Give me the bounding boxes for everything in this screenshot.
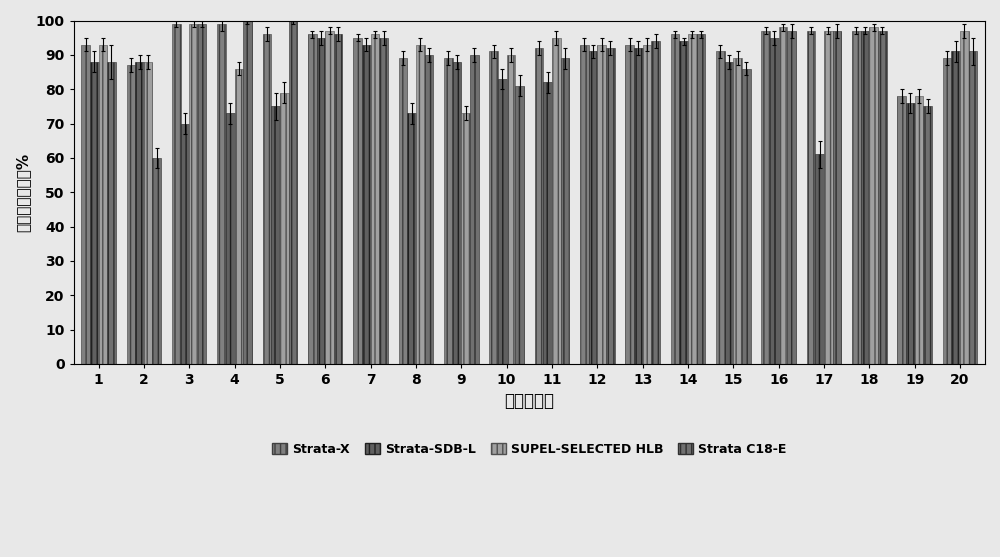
Bar (416, 45, 425, 364)
Bar (144, 62, 152, 364)
Bar (807, 31, 815, 364)
Bar (243, 21, 252, 364)
X-axis label: 酚性化合物: 酚性化合物 (504, 393, 554, 411)
Bar (308, 34, 317, 364)
Bar (362, 45, 371, 364)
Bar (399, 58, 407, 364)
Bar (679, 41, 688, 364)
Bar (878, 31, 887, 364)
Legend: Strata-X, Strata-SDB-L, SUPEL-SELECTED HLB, Strata C18-E: Strata-X, Strata-SDB-L, SUPEL-SELECTED H… (267, 438, 791, 461)
Bar (325, 31, 334, 364)
Bar (81, 45, 90, 364)
Bar (334, 34, 342, 364)
Bar (189, 24, 198, 364)
Bar (589, 51, 597, 364)
Bar (317, 38, 325, 364)
Bar (135, 62, 144, 364)
Bar (280, 92, 289, 364)
Bar (461, 113, 470, 364)
Bar (923, 106, 932, 364)
Bar (697, 34, 705, 364)
Bar (99, 45, 107, 364)
Bar (852, 31, 861, 364)
Bar (742, 69, 751, 364)
Bar (470, 55, 479, 364)
Bar (425, 55, 433, 364)
Bar (651, 41, 660, 364)
Bar (263, 34, 271, 364)
Bar (915, 96, 923, 364)
Bar (671, 34, 679, 364)
Bar (353, 38, 362, 364)
Bar (969, 51, 977, 364)
Y-axis label: 固相著取回收率%: 固相著取回收率% (15, 153, 30, 232)
Bar (172, 24, 181, 364)
Bar (561, 58, 569, 364)
Bar (897, 96, 906, 364)
Bar (960, 31, 969, 364)
Bar (634, 48, 643, 364)
Bar (725, 62, 733, 364)
Bar (643, 45, 651, 364)
Bar (906, 103, 915, 364)
Bar (453, 62, 461, 364)
Bar (152, 158, 161, 364)
Bar (235, 69, 243, 364)
Bar (833, 31, 841, 364)
Bar (489, 51, 498, 364)
Bar (535, 48, 543, 364)
Bar (90, 62, 99, 364)
Bar (515, 86, 524, 364)
Bar (226, 113, 235, 364)
Bar (498, 79, 507, 364)
Bar (779, 27, 787, 364)
Bar (444, 58, 453, 364)
Bar (271, 106, 280, 364)
Bar (606, 48, 615, 364)
Bar (552, 38, 561, 364)
Bar (861, 31, 869, 364)
Bar (507, 55, 515, 364)
Bar (943, 58, 951, 364)
Bar (787, 31, 796, 364)
Bar (580, 45, 589, 364)
Bar (716, 51, 725, 364)
Bar (869, 27, 878, 364)
Bar (733, 58, 742, 364)
Bar (181, 124, 189, 364)
Bar (289, 21, 297, 364)
Bar (770, 38, 779, 364)
Bar (597, 45, 606, 364)
Bar (107, 62, 116, 364)
Bar (951, 51, 960, 364)
Bar (407, 113, 416, 364)
Bar (824, 31, 833, 364)
Bar (371, 34, 379, 364)
Bar (198, 24, 206, 364)
Bar (815, 154, 824, 364)
Bar (127, 65, 135, 364)
Bar (217, 24, 226, 364)
Bar (688, 34, 697, 364)
Bar (543, 82, 552, 364)
Bar (761, 31, 770, 364)
Bar (625, 45, 634, 364)
Bar (379, 38, 388, 364)
